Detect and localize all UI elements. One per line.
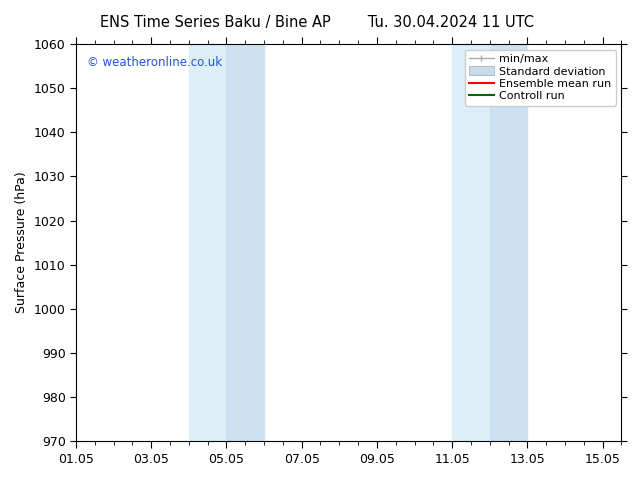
Bar xyxy=(189,44,226,441)
Text: ENS Time Series Baku / Bine AP        Tu. 30.04.2024 11 UTC: ENS Time Series Baku / Bine AP Tu. 30.04… xyxy=(100,15,534,30)
Bar xyxy=(226,44,264,441)
Text: © weatheronline.co.uk: © weatheronline.co.uk xyxy=(87,56,222,69)
Legend: min/max, Standard deviation, Ensemble mean run, Controll run: min/max, Standard deviation, Ensemble me… xyxy=(465,49,616,106)
Bar xyxy=(489,44,527,441)
Y-axis label: Surface Pressure (hPa): Surface Pressure (hPa) xyxy=(15,172,29,314)
Bar xyxy=(452,44,489,441)
